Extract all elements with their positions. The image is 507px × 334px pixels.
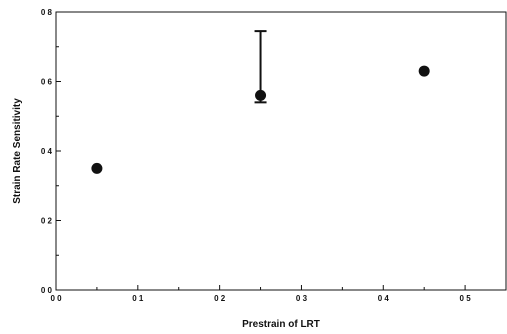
data-point [418, 65, 430, 77]
y-axis-title: Strain Rate Sensitivity [12, 98, 23, 204]
y-tick-label: 0 4 [41, 147, 53, 156]
x-axis: 0 0 0 1 0 2 0 3 0 4 0 5 [50, 285, 507, 303]
data-series [91, 30, 430, 174]
data-point [91, 162, 103, 174]
y-axis: 0 0 0 2 0 4 0 6 0 8 [41, 8, 61, 295]
x-tick-label: 0 4 [378, 294, 390, 303]
y-tick-label: 0 6 [41, 78, 53, 87]
x-tick-label: 0 5 [460, 294, 472, 303]
y-tick-label: 0 8 [41, 8, 53, 17]
y-tick-label: 0 2 [41, 217, 53, 226]
y-tick-label: 0 0 [41, 286, 53, 295]
data-point [255, 89, 267, 101]
x-tick-label: 0 2 [214, 294, 226, 303]
x-tick-label: 0 0 [50, 294, 62, 303]
x-axis-title: Prestrain of LRT [242, 319, 320, 330]
x-tick-label: 0 3 [296, 294, 308, 303]
plot-frame [55, 11, 507, 291]
x-tick-label: 0 1 [132, 294, 144, 303]
